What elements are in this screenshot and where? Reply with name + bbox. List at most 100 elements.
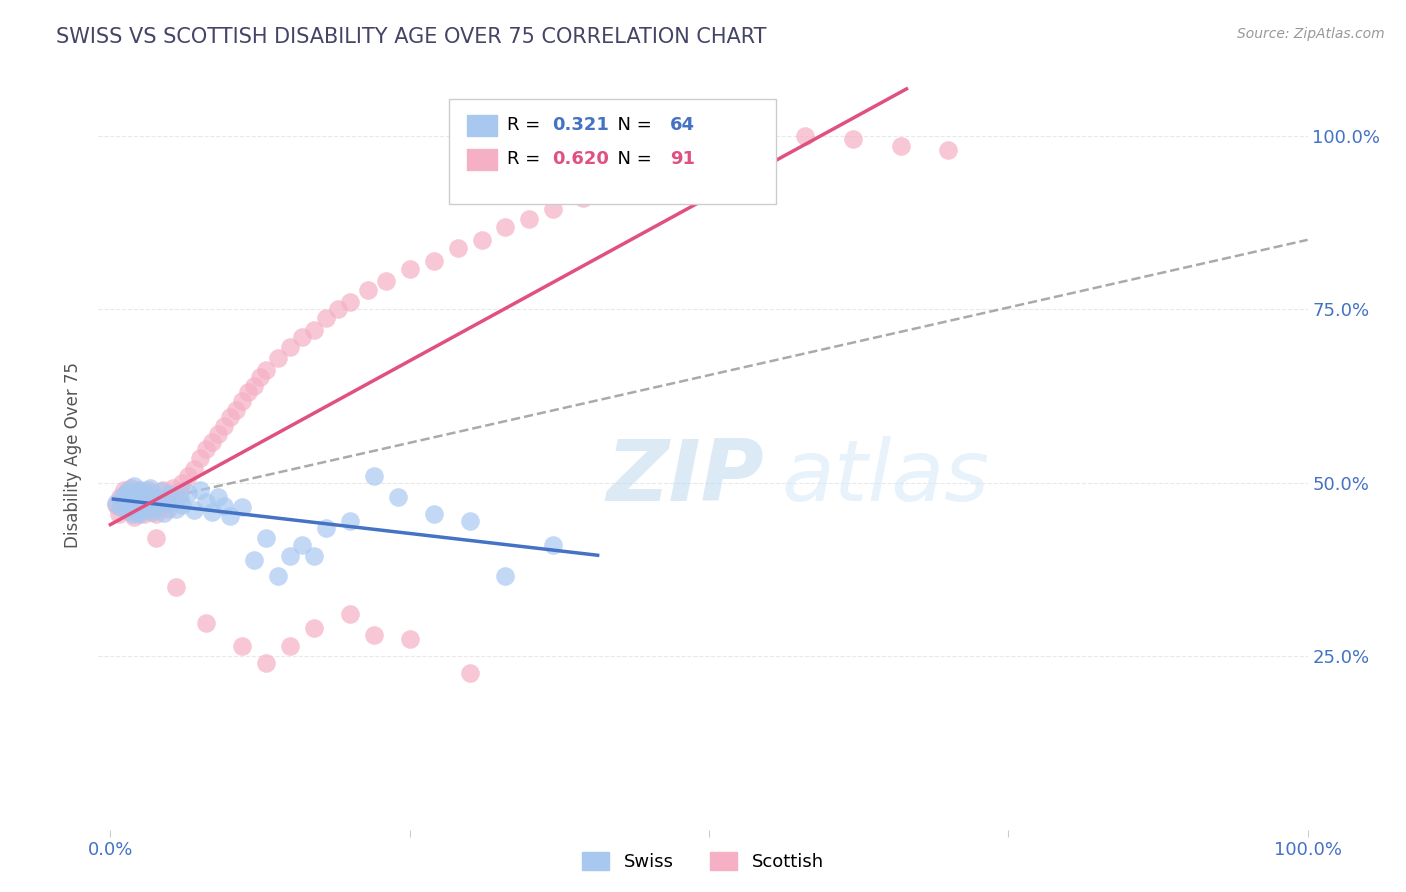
Swiss (153, 506, 176, 520)
Swiss (111, 490, 134, 504)
Scottish (143, 496, 166, 510)
Swiss (108, 500, 131, 514)
Scottish (165, 493, 187, 508)
Swiss (207, 490, 229, 504)
Text: 91: 91 (671, 150, 696, 168)
Text: R =: R = (508, 150, 546, 168)
Scottish (111, 500, 134, 514)
Swiss (122, 507, 145, 521)
Swiss (422, 507, 444, 521)
FancyBboxPatch shape (449, 99, 776, 204)
Scottish (231, 393, 253, 408)
FancyBboxPatch shape (467, 115, 498, 136)
Scottish (207, 427, 229, 442)
Swiss (363, 468, 385, 483)
Swiss (315, 521, 337, 535)
Swiss (458, 514, 481, 528)
Swiss (177, 486, 200, 500)
Scottish (177, 468, 200, 483)
Swiss (129, 497, 152, 511)
Swiss (267, 569, 290, 583)
Scottish (219, 409, 242, 424)
Swiss (142, 490, 165, 504)
Scottish (195, 615, 218, 630)
Scottish (115, 503, 138, 517)
Swiss (291, 538, 314, 552)
Scottish (138, 495, 160, 509)
Scottish (254, 656, 277, 670)
Scottish (120, 481, 142, 495)
Swiss (118, 496, 141, 510)
Swiss (132, 483, 155, 498)
Scottish (156, 502, 179, 516)
Scottish (363, 628, 385, 642)
Scottish (132, 507, 155, 521)
Swiss (128, 483, 150, 497)
Swiss (195, 495, 218, 509)
Swiss (124, 495, 146, 509)
Swiss (125, 505, 148, 519)
Scottish (165, 580, 187, 594)
Scottish (114, 493, 136, 508)
Scottish (112, 483, 135, 497)
Swiss (159, 487, 181, 501)
Swiss (254, 531, 277, 545)
Swiss (117, 483, 139, 497)
Scottish (267, 351, 290, 365)
Scottish (519, 212, 541, 227)
Swiss (188, 483, 211, 497)
Scottish (212, 418, 235, 433)
Text: R =: R = (508, 116, 546, 134)
Scottish (889, 139, 911, 153)
Swiss (121, 488, 143, 502)
Scottish (125, 486, 148, 500)
Scottish (458, 666, 481, 681)
Scottish (254, 363, 277, 377)
Swiss (128, 507, 150, 521)
Scottish (131, 502, 153, 516)
Scottish (339, 295, 361, 310)
Text: 64: 64 (671, 116, 696, 134)
Swiss (135, 491, 157, 506)
Scottish (127, 505, 149, 519)
Scottish (710, 146, 733, 161)
Scottish (225, 402, 247, 417)
Scottish (121, 502, 143, 516)
Swiss (278, 549, 301, 563)
Scottish (201, 435, 224, 450)
Swiss (132, 493, 155, 508)
Scottish (115, 486, 138, 500)
Swiss (134, 501, 156, 516)
Swiss (302, 549, 325, 563)
Swiss (339, 514, 361, 528)
Swiss (139, 481, 162, 495)
Scottish (183, 462, 205, 476)
Swiss (131, 503, 153, 517)
FancyBboxPatch shape (467, 149, 498, 170)
Scottish (152, 483, 174, 497)
Scottish (278, 340, 301, 354)
Swiss (148, 493, 170, 508)
Scottish (188, 451, 211, 466)
Scottish (145, 507, 167, 521)
Scottish (135, 500, 157, 514)
Scottish (398, 262, 420, 277)
Swiss (115, 486, 138, 500)
Scottish (841, 132, 863, 146)
Text: N =: N = (606, 116, 658, 134)
Y-axis label: Disability Age Over 75: Disability Age Over 75 (65, 362, 83, 548)
Swiss (120, 491, 142, 505)
Legend: Swiss, Scottish: Swiss, Scottish (575, 845, 831, 879)
Swiss (124, 479, 146, 493)
Scottish (470, 233, 492, 247)
Scottish (673, 156, 696, 170)
Scottish (446, 241, 468, 255)
Scottish (145, 531, 167, 545)
Swiss (129, 488, 152, 502)
Swiss (172, 498, 194, 512)
Scottish (117, 496, 139, 510)
Swiss (231, 500, 253, 514)
Scottish (326, 302, 349, 317)
Scottish (357, 283, 380, 297)
Scottish (141, 486, 163, 500)
